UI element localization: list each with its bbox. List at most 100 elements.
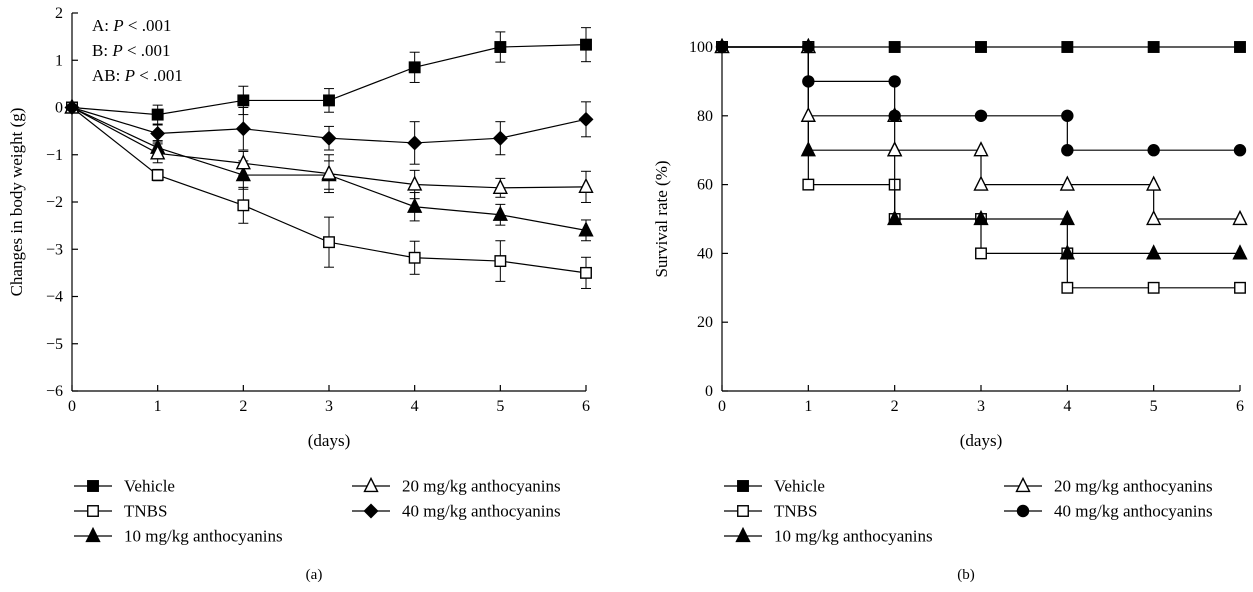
annotation-p: P	[112, 16, 123, 35]
y-tick-label: 40	[697, 245, 713, 262]
annotation-suffix: < .001	[135, 66, 183, 85]
x-tick-label: 5	[496, 398, 504, 415]
legend-marker	[1015, 476, 1031, 493]
data-point	[1061, 41, 1074, 53]
data-point	[888, 41, 901, 53]
x-tick-label: 4	[411, 398, 419, 415]
y-tick-label: −3	[46, 241, 63, 258]
legend-item: 40 mg/kg anthocyanins	[352, 502, 561, 521]
annotation-prefix: A:	[92, 16, 113, 35]
series-40-mg-kg-anthocyanins	[64, 100, 594, 165]
series-tnbs	[66, 101, 592, 289]
y-tick-label: 0	[705, 383, 713, 400]
data-point	[887, 209, 903, 226]
data-point	[1232, 244, 1248, 260]
data-point	[1234, 41, 1246, 53]
legend-item: 20 mg/kg anthocyanins	[352, 477, 561, 496]
x-tick-label: 6	[582, 398, 590, 415]
legend-label: 10 mg/kg anthocyanins	[124, 527, 283, 546]
data-point	[237, 199, 250, 212]
panel-label: (a)	[306, 567, 323, 583]
legend-item: 20 mg/kg anthocyanins	[1004, 477, 1213, 496]
legend-item: Vehicle	[74, 477, 175, 496]
data-point	[64, 100, 80, 115]
legend-marker	[737, 505, 749, 517]
y-tick-label: −2	[46, 194, 63, 211]
data-point	[975, 41, 987, 53]
data-point	[408, 61, 421, 74]
data-point	[321, 164, 337, 180]
data-point	[715, 40, 729, 54]
significance-annotation: B: P < .001	[92, 41, 171, 60]
x-tick-label: 5	[1150, 398, 1158, 415]
data-point	[1146, 175, 1162, 191]
data-point	[407, 197, 423, 213]
data-point	[888, 109, 901, 123]
annotation-prefix: AB:	[92, 66, 125, 85]
x-tick-label: 0	[68, 398, 76, 415]
annotation-prefix: B:	[92, 41, 112, 60]
data-point	[151, 169, 164, 182]
series-20-mg-kg-anthocyanins	[714, 37, 1248, 226]
data-point	[1147, 41, 1160, 53]
legend-label: 20 mg/kg anthocyanins	[402, 477, 561, 496]
data-point	[1147, 281, 1160, 294]
y-tick-label: −4	[46, 289, 63, 306]
data-point	[151, 108, 164, 121]
legend-marker	[363, 503, 379, 519]
data-point	[494, 41, 507, 53]
data-point	[973, 209, 989, 226]
data-point	[578, 221, 594, 237]
chart-panel-a: 0 1 2 3 4 5 6 −6 −5 −4 −3 −2 −1 0 1 2 (days) Changes in b…	[7, 5, 594, 583]
data-point	[974, 109, 988, 123]
legend-marker	[87, 480, 99, 492]
data-point	[887, 141, 903, 157]
data-point	[1061, 143, 1074, 157]
data-point	[800, 141, 816, 157]
data-point	[494, 255, 507, 268]
y-tick-label: 100	[689, 39, 713, 56]
data-point	[580, 266, 592, 279]
y-tick-label: 20	[697, 314, 713, 331]
data-point	[407, 175, 423, 191]
data-point	[802, 75, 815, 88]
data-point	[1146, 244, 1162, 260]
data-point	[800, 106, 816, 122]
data-point	[235, 154, 251, 170]
data-point	[492, 130, 508, 146]
legend-marker	[737, 480, 749, 492]
legend-item: Vehicle	[724, 477, 825, 496]
data-point	[1147, 143, 1160, 157]
annotation-p: P	[111, 41, 122, 60]
data-point	[235, 121, 251, 137]
y-tick-label: −1	[46, 147, 63, 164]
x-tick-label: 3	[325, 398, 333, 415]
legend-marker	[735, 526, 751, 543]
legend-item: 40 mg/kg anthocyanins	[1004, 502, 1213, 521]
data-point	[1059, 209, 1075, 226]
legend-label: 40 mg/kg anthocyanins	[1054, 502, 1213, 521]
data-point	[1234, 281, 1246, 294]
data-point	[1059, 244, 1075, 260]
data-point	[1232, 209, 1248, 226]
x-tick-label: 0	[718, 398, 726, 415]
significance-annotation: A: P < .001	[92, 16, 171, 35]
data-point	[407, 135, 423, 151]
legend-label: TNBS	[124, 502, 167, 521]
legend-item: TNBS	[74, 502, 167, 521]
data-point	[973, 141, 989, 157]
x-tick-label: 1	[154, 398, 162, 415]
legend-marker	[1016, 504, 1030, 518]
data-point	[1146, 209, 1162, 226]
data-point	[1233, 143, 1247, 157]
x-axis-label: (days)	[960, 431, 1002, 450]
legend-label: 40 mg/kg anthocyanins	[402, 502, 561, 521]
y-tick-label: −6	[46, 383, 63, 400]
y-tick-label: 60	[697, 177, 713, 194]
data-point	[1059, 175, 1075, 191]
data-point	[578, 177, 594, 194]
data-point	[1061, 109, 1074, 123]
data-point	[237, 94, 250, 107]
